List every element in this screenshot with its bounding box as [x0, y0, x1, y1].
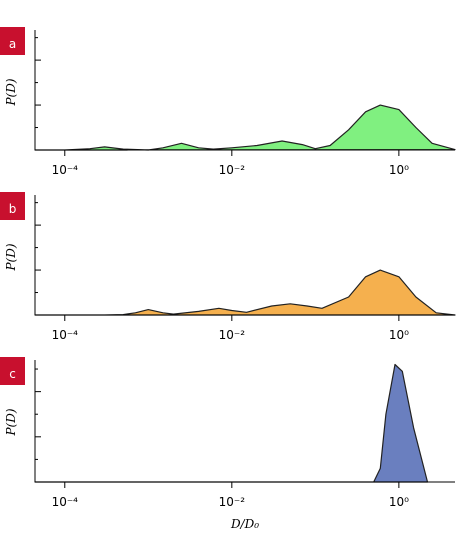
x-tick-label: 10⁰: [389, 495, 409, 509]
panel-label: c: [9, 367, 16, 381]
x-tick-label: 10⁻²: [219, 328, 246, 342]
panel-label-box: [0, 357, 25, 385]
area: [34, 363, 429, 483]
panel-label-box: [0, 27, 25, 55]
x-tick-label: 10⁻⁴: [52, 328, 79, 342]
area: [34, 104, 456, 151]
y-axis-label: P(D): [4, 78, 18, 106]
x-axis-label: D/D₀: [230, 517, 259, 531]
y-axis-label: P(D): [4, 408, 18, 436]
x-tick-label: 10⁰: [389, 328, 409, 342]
y-axis-label: P(D): [4, 243, 18, 271]
panel-label: a: [9, 37, 16, 51]
x-tick-label: 10⁻⁴: [52, 495, 79, 509]
x-tick-label: 10⁻⁴: [52, 163, 79, 177]
panel-label-box: [0, 192, 25, 220]
x-tick-label: 10⁻²: [219, 163, 246, 177]
area: [34, 269, 456, 316]
x-tick-label: 10⁻²: [219, 495, 246, 509]
panel-label: b: [9, 202, 17, 216]
x-tick-label: 10⁰: [389, 163, 409, 177]
